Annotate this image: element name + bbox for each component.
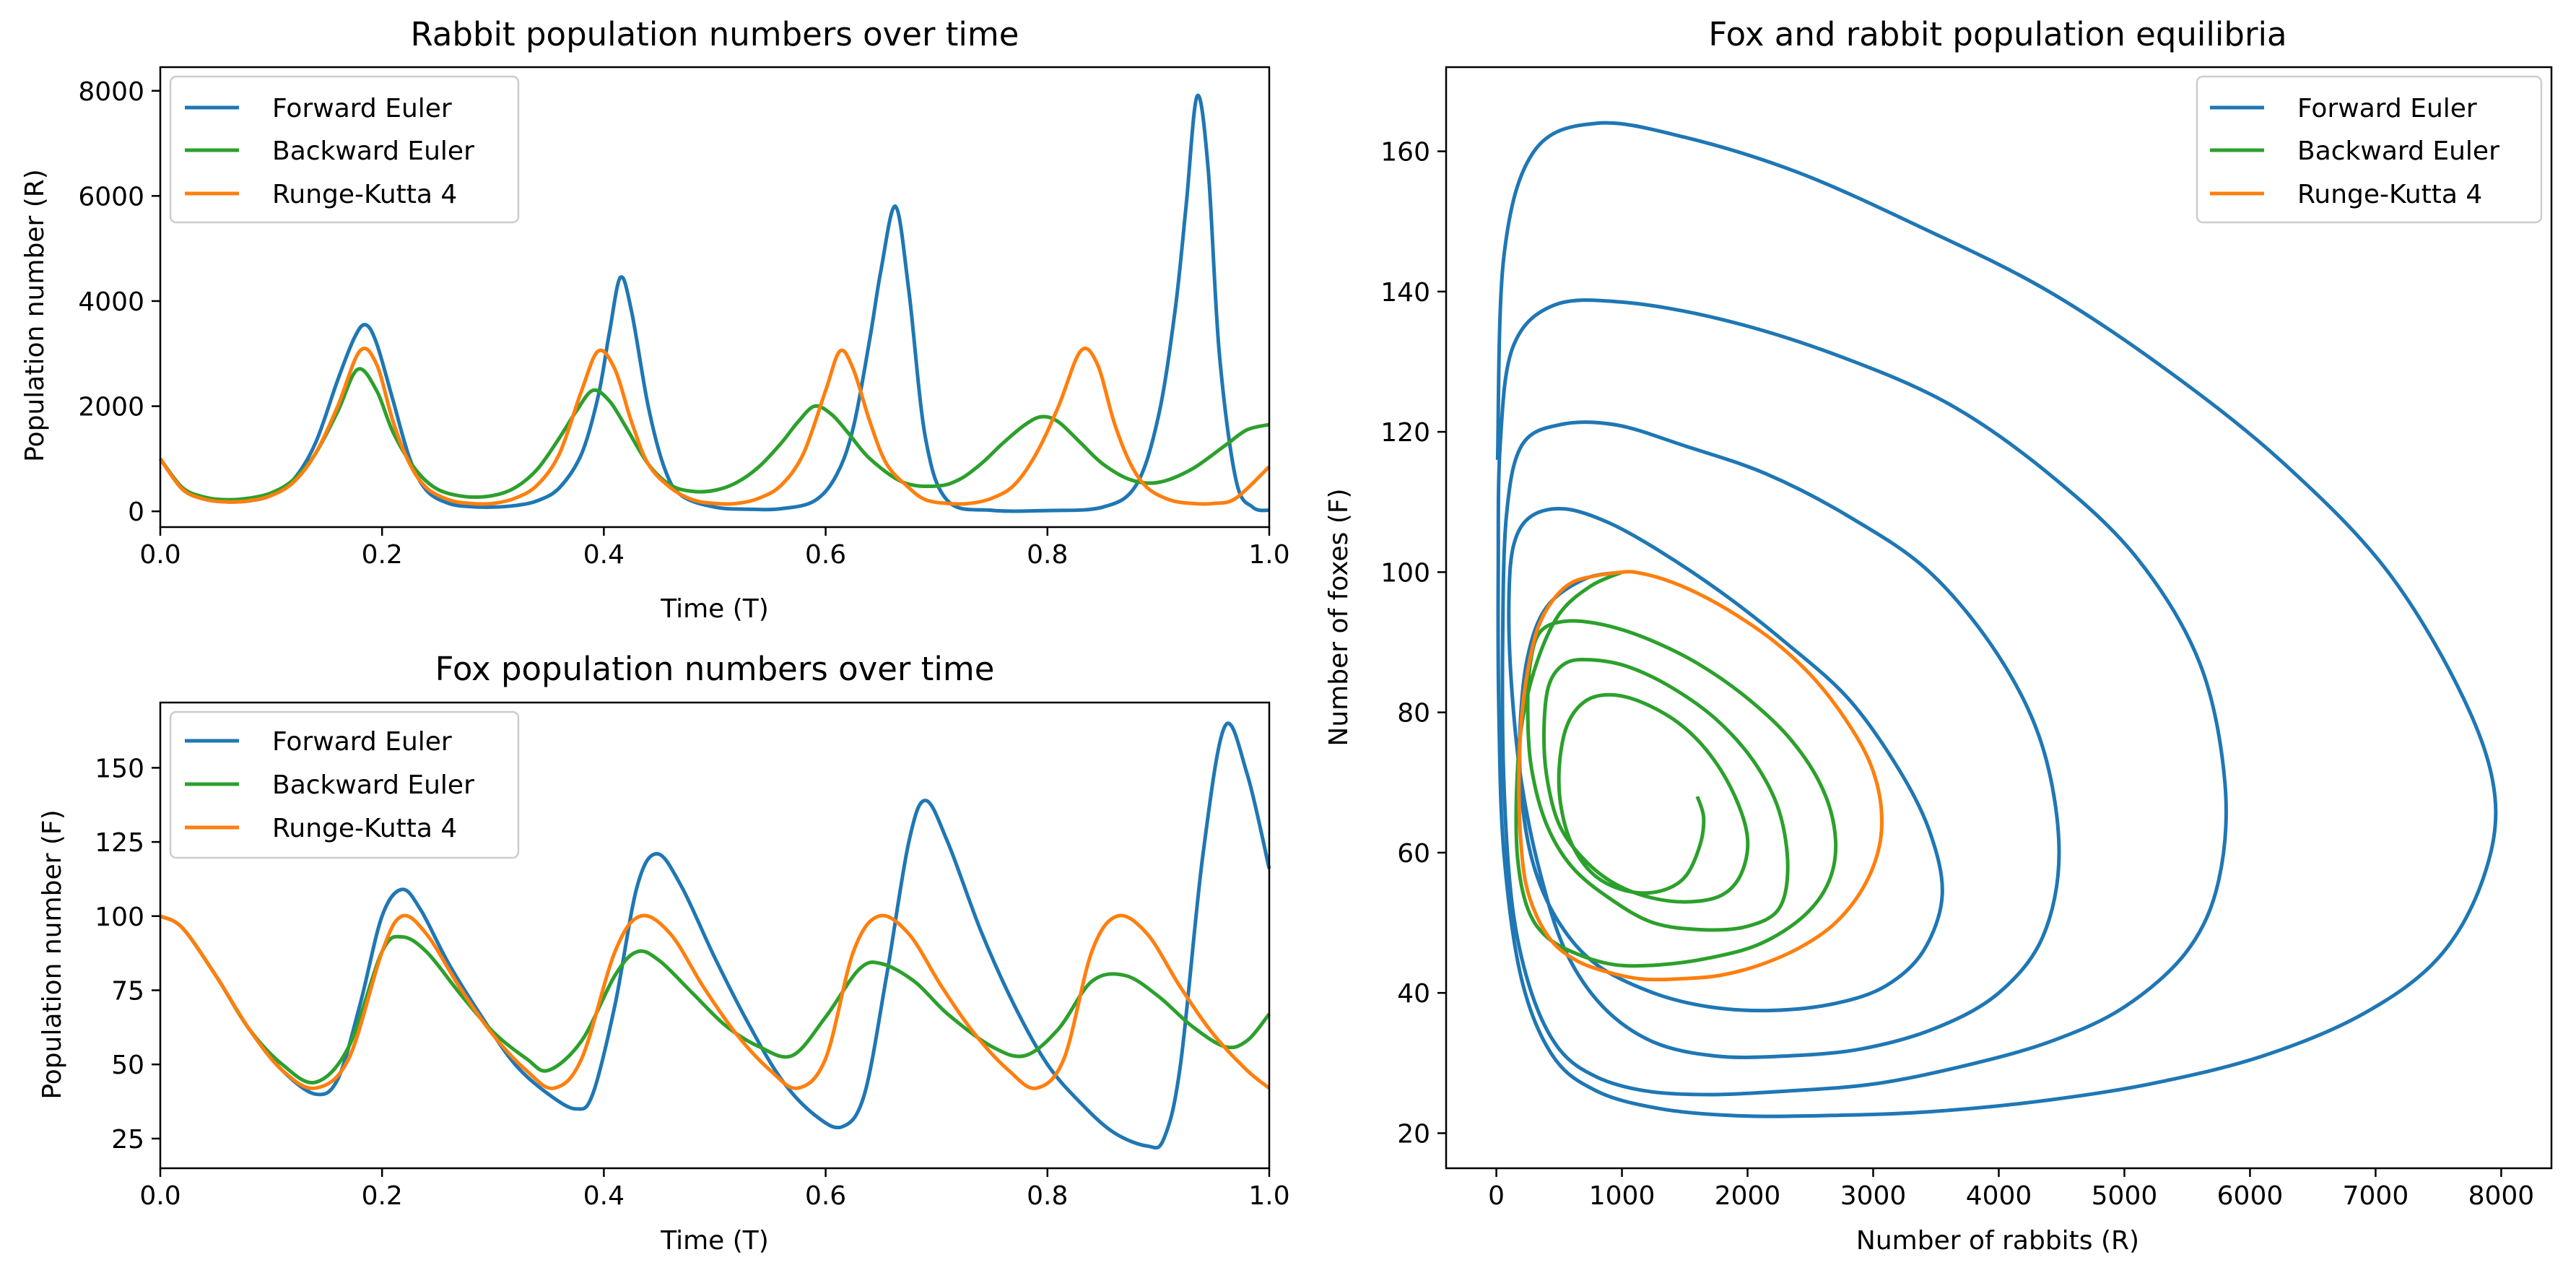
phase-ticks: 0 1000 2000 3000 4000 5000 6000 7000 8000 20 40 60 8…: [1380, 138, 2534, 1211]
fox-time-forward-euler-line: [159, 721, 1271, 1150]
phase-series: [1495, 121, 2498, 1118]
phase-title: Fox and rabbit population equilibria: [1708, 15, 2286, 53]
rabbit-time-ytick-label: 8000: [78, 77, 144, 107]
phase-forward-euler-line: [1495, 121, 2498, 1118]
fox-time-series: [159, 721, 1271, 1150]
phase-xtick-label: 5000: [2092, 1181, 2158, 1211]
rabbit-time-series: [158, 93, 1271, 513]
fox-time-title: Fox population numbers over time: [435, 650, 995, 688]
fox-legend-forward-euler: Forward Euler: [272, 727, 452, 757]
phase-xtick-label: 0: [1488, 1181, 1505, 1211]
phase-ytick-label: 40: [1397, 979, 1430, 1009]
phase-ytick-label: 20: [1397, 1119, 1430, 1149]
rabbit-time-xtick-label: 0.6: [805, 540, 846, 570]
rabbit-time-ytick-label: 6000: [78, 182, 144, 212]
rabbit-time-ytick-label: 4000: [78, 287, 144, 317]
rabbit-time-xtick-label: 0.8: [1027, 540, 1068, 570]
rabbit-time-ylabel: Population number (R): [20, 169, 50, 462]
fox-time-ytick-label: 75: [111, 977, 144, 1007]
rabbit-time-forward-euler-line: [158, 93, 1270, 513]
rabbit-time-ticks: 0.0 0.2 0.4 0.6 0.8 1.0 0 2000 4000 6000 8000: [78, 77, 1289, 570]
phase-ytick-label: 100: [1380, 558, 1430, 588]
phase-panel: Fox and rabbit population equilibria Num…: [1324, 15, 2553, 1256]
phase-ytick-label: 140: [1380, 278, 1430, 308]
phase-ytick-label: 60: [1397, 839, 1430, 869]
fox-time-xtick-label: 0.2: [362, 1181, 403, 1211]
phase-backward-euler-line: [1514, 570, 1838, 968]
fox-time-xtick-label: 0.0: [139, 1181, 180, 1211]
phase-xtick-label: 4000: [1966, 1181, 2032, 1211]
phase-ytick-label: 120: [1380, 418, 1430, 448]
phase-xtick-label: 8000: [2468, 1181, 2535, 1211]
rabbit-time-runge-kutta-4-line: [158, 347, 1271, 506]
phase-legend-forward-euler: Forward Euler: [2297, 94, 2477, 123]
phase-xtick-label: 7000: [2343, 1181, 2409, 1211]
fox-time-ytick-label: 150: [95, 754, 144, 783]
phase-xlabel: Number of rabbits (R): [1856, 1226, 2139, 1256]
rabbit-time-xlabel: Time (T): [660, 594, 769, 624]
rabbit-time-xtick-label: 0.2: [362, 540, 403, 570]
fox-time-runge-kutta-4-line: [159, 913, 1271, 1090]
fox-time-xtick-label: 0.8: [1027, 1181, 1068, 1211]
rabbit-legend-forward-euler: Forward Euler: [272, 94, 452, 123]
fox-time-ticks: 0.0 0.2 0.4 0.6 0.8 1.0 25 50 75 100 125 150: [95, 754, 1289, 1211]
rabbit-legend-backward-euler: Backward Euler: [272, 136, 474, 166]
fox-time-ytick-label: 25: [111, 1125, 144, 1155]
fox-legend-runge-kutta-4: Runge-Kutta 4: [272, 814, 457, 843]
fox-time-ytick-label: 100: [95, 903, 144, 932]
fox-legend-backward-euler: Backward Euler: [272, 770, 474, 800]
rabbit-time-xtick-label: 0.4: [583, 540, 625, 570]
phase-ytick-label: 80: [1397, 699, 1430, 729]
phase-legend: Forward Euler Backward Euler Runge-Kutta…: [2196, 75, 2543, 224]
phase-ylabel: Number of foxes (F): [1324, 488, 1354, 746]
rabbit-time-xtick-label: 0.0: [139, 540, 180, 570]
fox-time-axes-frame: [159, 701, 1271, 1170]
fox-time-xtick-label: 0.6: [805, 1181, 846, 1211]
rabbit-time-xtick-label: 1.0: [1248, 540, 1289, 570]
fox-time-ytick-label: 125: [95, 828, 144, 858]
phase-xtick-label: 6000: [2217, 1181, 2284, 1211]
fox-time-xtick-label: 1.0: [1248, 1181, 1289, 1211]
fox-time-ytick-label: 50: [111, 1051, 144, 1080]
phase-axes-frame: [1445, 66, 2553, 1170]
phase-xtick-label: 1000: [1589, 1181, 1655, 1211]
rabbit-legend-runge-kutta-4: Runge-Kutta 4: [272, 180, 457, 209]
phase-legend-backward-euler: Backward Euler: [2297, 136, 2499, 166]
rabbit-time-ytick-label: 2000: [78, 393, 144, 422]
phase-ytick-label: 160: [1380, 138, 1430, 168]
rabbit-time-legend: Forward Euler Backward Euler Runge-Kutta…: [169, 75, 520, 224]
rabbit-time-title: Rabbit population numbers over time: [411, 15, 1019, 53]
rabbit-time-axes-frame: [159, 66, 1271, 529]
rabbit-time-ytick-label: 0: [128, 497, 144, 527]
phase-xtick-label: 2000: [1715, 1181, 1781, 1211]
fox-time-xtick-label: 0.4: [583, 1181, 625, 1211]
fox-time-ylabel: Population number (F): [38, 809, 67, 1099]
fox-time-panel: Fox population numbers over time Time (T…: [38, 650, 1290, 1256]
fox-time-xlabel: Time (T): [660, 1226, 769, 1256]
fox-time-legend: Forward Euler Backward Euler Runge-Kutta…: [169, 710, 520, 859]
phase-runge-kutta-4-line: [1517, 570, 1884, 982]
phase-xtick-label: 3000: [1840, 1181, 1907, 1211]
rabbit-time-panel: Rabbit population numbers over time Time…: [20, 15, 1290, 624]
phase-legend-runge-kutta-4: Runge-Kutta 4: [2297, 180, 2482, 209]
